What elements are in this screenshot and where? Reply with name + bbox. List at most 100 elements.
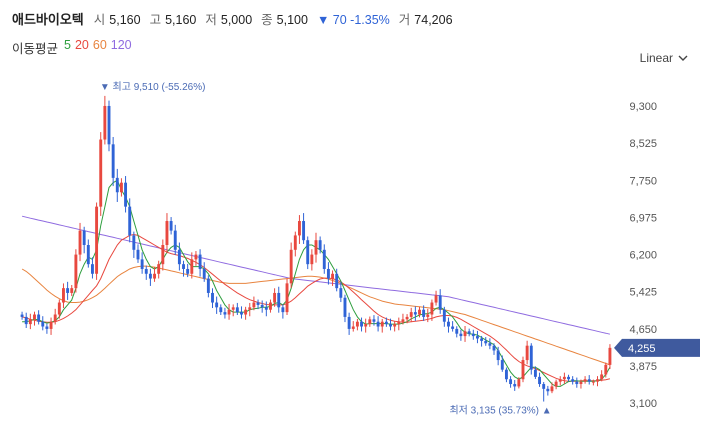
candle xyxy=(169,217,173,235)
candle xyxy=(525,340,529,365)
candle-body xyxy=(492,345,496,351)
candle-body xyxy=(49,321,53,329)
candle xyxy=(389,318,392,331)
candle xyxy=(455,326,459,338)
candle-body xyxy=(297,221,301,236)
candle-body xyxy=(480,338,484,341)
ma-20-label[interactable]: 20 xyxy=(74,38,89,52)
candle xyxy=(451,321,455,332)
candle-body xyxy=(562,376,566,380)
candle xyxy=(438,289,442,314)
candle xyxy=(546,385,550,396)
candle-body xyxy=(318,240,322,250)
candle xyxy=(260,300,264,313)
candle-body xyxy=(90,264,94,274)
chevron-down-icon xyxy=(678,55,688,61)
candle-body xyxy=(393,324,397,327)
candle-body xyxy=(107,105,111,145)
candle-body xyxy=(339,288,343,298)
candle xyxy=(148,268,152,286)
candle xyxy=(529,343,533,375)
candle xyxy=(405,314,409,324)
candle-body xyxy=(401,319,405,322)
candle-body xyxy=(326,268,330,279)
candle xyxy=(28,313,32,330)
candle xyxy=(430,299,434,321)
change-value: ▼ 70 -1.35% xyxy=(316,13,390,27)
candle-body xyxy=(504,369,508,380)
candle-body xyxy=(459,333,463,337)
candle-body xyxy=(418,309,421,315)
y-tick-label: 4,650 xyxy=(629,324,657,336)
candle xyxy=(24,312,28,328)
candle xyxy=(343,294,347,323)
candle-body xyxy=(198,254,202,269)
candle-body xyxy=(583,379,587,382)
candle xyxy=(554,379,558,390)
candle xyxy=(409,307,413,323)
candle-body xyxy=(413,312,417,315)
candle xyxy=(322,244,326,274)
candle-body xyxy=(252,302,256,308)
candle-body xyxy=(351,326,355,329)
candle-body xyxy=(529,345,533,370)
candle xyxy=(318,236,322,254)
candle-body xyxy=(57,302,61,315)
candle xyxy=(533,366,537,379)
ma-60-label[interactable]: 60 xyxy=(92,38,107,52)
candle xyxy=(521,356,525,383)
candle xyxy=(355,318,359,331)
moving-average-legend: 이동평균 5 20 60 120 xyxy=(12,38,132,57)
candle-body xyxy=(74,254,78,289)
scale-mode-dropdown[interactable]: Linear xyxy=(640,51,689,65)
ma-5-label[interactable]: 5 xyxy=(64,38,71,52)
candle-body xyxy=(70,288,74,293)
candle xyxy=(571,376,575,385)
ma-120-label[interactable]: 120 xyxy=(110,38,132,52)
y-tick-label: 6,200 xyxy=(629,250,657,262)
candle-body xyxy=(405,316,409,320)
candle xyxy=(480,335,484,347)
candle xyxy=(20,311,24,320)
candle xyxy=(186,263,190,278)
candle-body xyxy=(430,302,434,315)
candle xyxy=(227,303,231,320)
candle-body xyxy=(99,139,103,207)
candle-body xyxy=(567,376,570,380)
candle xyxy=(240,306,243,319)
candle-body xyxy=(128,206,132,236)
candle-body xyxy=(347,316,351,329)
candle-body xyxy=(66,288,70,293)
candle-body xyxy=(202,268,206,279)
candle-body xyxy=(227,309,231,315)
candle xyxy=(331,270,335,286)
candle-body xyxy=(355,321,359,327)
candle-body xyxy=(153,273,156,279)
candle-body xyxy=(95,206,99,274)
candle-body xyxy=(343,297,347,317)
last-price-badge xyxy=(614,338,700,357)
candle xyxy=(273,288,277,307)
candle-body xyxy=(157,264,161,274)
candle xyxy=(90,257,94,279)
candle-body xyxy=(33,314,36,320)
candle xyxy=(575,377,579,388)
candle-body xyxy=(550,386,554,392)
open-value: 5,160 xyxy=(109,13,141,27)
candle xyxy=(74,249,78,293)
candle xyxy=(587,375,591,385)
candle xyxy=(376,316,380,332)
candle xyxy=(579,379,583,389)
candle-body xyxy=(124,182,128,207)
candle-body xyxy=(24,316,28,325)
candle-body xyxy=(281,307,285,313)
candle xyxy=(136,244,140,263)
candle-body xyxy=(322,249,326,269)
series-line-ma20 xyxy=(21,233,611,382)
candle-body xyxy=(331,273,335,279)
candle-body xyxy=(136,249,140,260)
candle-body xyxy=(442,309,446,322)
candle-body xyxy=(82,230,86,245)
candle xyxy=(173,224,177,255)
